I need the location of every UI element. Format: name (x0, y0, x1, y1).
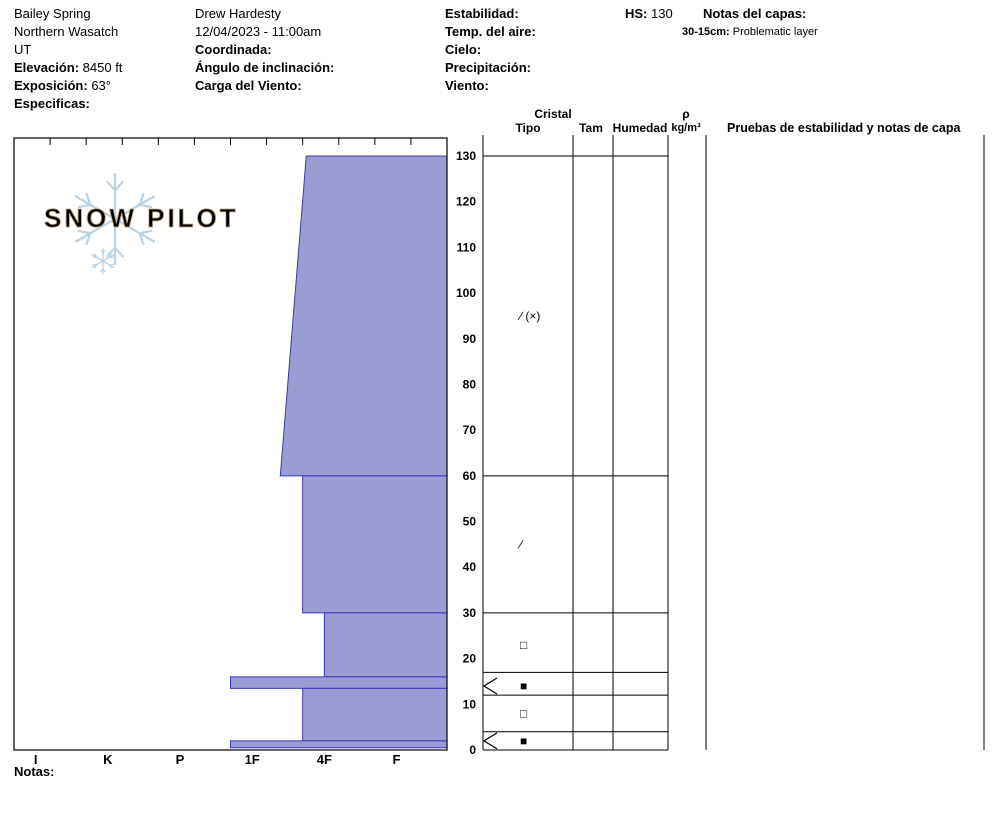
depth-axis-label: 30 (463, 606, 477, 620)
grain-type-symbol: ∕ (×) (517, 309, 540, 323)
snowflake-icon (92, 256, 97, 259)
depth-axis-label: 80 (463, 377, 477, 391)
snowflake-icon (100, 249, 104, 254)
hardness-axis-label: 1F (245, 752, 260, 767)
snow-layer (230, 676, 448, 689)
grain-type-symbol: ■ (520, 734, 527, 748)
grain-type-symbol: □ (520, 638, 527, 652)
site-info-column: Bailey Spring Northern Wasatch UT Elevac… (14, 5, 122, 113)
air-temp-label: Temp. del aire: (445, 24, 536, 39)
column-header-tam: Tam (579, 121, 603, 135)
site-region: Northern Wasatch (14, 24, 119, 39)
snowflake-icon (77, 203, 91, 209)
snow-layer (302, 475, 448, 614)
snowflake-icon (74, 195, 156, 243)
snow-layer (230, 740, 448, 749)
depth-axis-label: 40 (463, 560, 477, 574)
depth-axis-label: 10 (463, 697, 477, 711)
snow-layer (279, 155, 448, 477)
snowflake-icon (139, 203, 153, 209)
slope-angle-label: Ángulo de inclinación: (195, 60, 335, 75)
snowflake-icon (105, 246, 116, 258)
snowflake-icon (109, 263, 114, 266)
snowflake-icon (102, 268, 106, 273)
snow-layer (323, 612, 448, 678)
layer-note-depth: 30-15cm: (682, 26, 730, 38)
specifics-label: Especificas: (14, 96, 90, 111)
hardness-axis-label: 4F (317, 752, 332, 767)
observation-datetime: 12/04/2023 - 11:00am (195, 24, 322, 39)
column-header-tests: Pruebas de estabilidad y notas de capa (727, 121, 961, 135)
depth-axis-label: 60 (463, 469, 477, 483)
site-state: UT (14, 42, 32, 57)
snowflake-icon (138, 192, 145, 206)
depth-axis-label: 90 (463, 332, 477, 346)
aspect-label: Exposición: (14, 78, 88, 93)
concern-flag-icon (482, 677, 498, 695)
elevation-row: Elevación: 8450 ft (14, 59, 122, 77)
stability-label: Estabilidad: (445, 6, 519, 21)
hardness-axis-label: F (393, 752, 401, 767)
snowflake-icon (114, 180, 125, 192)
aspect-row: Exposición: 63° (14, 77, 122, 95)
depth-axis-label: 70 (463, 423, 477, 437)
sky-label: Cielo: (445, 42, 482, 57)
observer-name: Drew Hardesty (195, 6, 281, 21)
precip-label: Precipitación: (445, 60, 531, 75)
snowflake-icon (105, 180, 116, 192)
snowflake-icon (138, 232, 145, 246)
depth-axis-label: 100 (456, 286, 476, 300)
snowflake-icon (85, 192, 92, 206)
hardness-axis-label: I (34, 752, 38, 767)
layer-note-text: Problematic layer (732, 26, 818, 38)
wind-label: Viento: (445, 78, 489, 93)
grain-type-symbol: ∕ (517, 537, 524, 551)
conditions-column: Estabilidad: Temp. del aire: Cielo: Prec… (445, 5, 536, 95)
snow-layer (302, 687, 448, 742)
snowflake-icon (85, 232, 92, 246)
coordinates-label: Coordinada: (195, 42, 272, 57)
elevation-label: Elevación: (14, 60, 80, 75)
hardness-axis-label: K (103, 752, 113, 767)
snowflake-icon (94, 264, 97, 269)
layer-note-row: 30-15cm: Problematic layer (682, 23, 818, 41)
hs-row: HS: 130 (625, 5, 673, 23)
snowflake-icon (114, 246, 125, 258)
concern-flag-icon (482, 732, 498, 750)
depth-axis-label: 130 (456, 149, 476, 163)
elevation-value: 8450 ft (82, 60, 123, 75)
hardness-axis-label: P (176, 752, 185, 767)
depth-axis-label: 120 (456, 195, 476, 209)
site-name: Bailey Spring (14, 6, 91, 21)
column-header-density-unit: kg/m³ (671, 122, 701, 134)
column-header-density: ρ (682, 107, 689, 121)
wind-loading-label: Carga del Viento: (195, 78, 302, 93)
snowflake-icon (77, 229, 91, 235)
observer-info-column: Drew Hardesty 12/04/2023 - 11:00am Coord… (195, 5, 334, 95)
column-header-humedad: Humedad (613, 121, 668, 135)
layer-notes-column: Notas del capas: 30-15cm: Problematic la… (682, 5, 818, 38)
column-header-cristal: Cristal (534, 107, 571, 121)
layer-notes-label: Notas del capas: (703, 6, 807, 21)
hs-column: HS: 130 (625, 5, 673, 23)
hs-value: 130 (651, 6, 673, 21)
column-header-tipo: Tipo (515, 121, 540, 135)
depth-axis-label: 0 (469, 743, 476, 757)
depth-axis-label: 50 (463, 515, 477, 529)
depth-axis-label: 110 (457, 240, 477, 254)
hs-label: HS: (625, 6, 648, 21)
grain-type-symbol: ■ (520, 679, 527, 693)
aspect-value: 63° (91, 78, 111, 93)
snowpilot-logo-text: SNOW PILOT (44, 203, 239, 233)
snowflake-icon (139, 229, 153, 235)
notes-label: Notas: (14, 764, 55, 779)
snowflake-icon (109, 253, 112, 258)
depth-axis-label: 20 (463, 652, 477, 666)
grain-type-symbol: □ (520, 706, 527, 720)
